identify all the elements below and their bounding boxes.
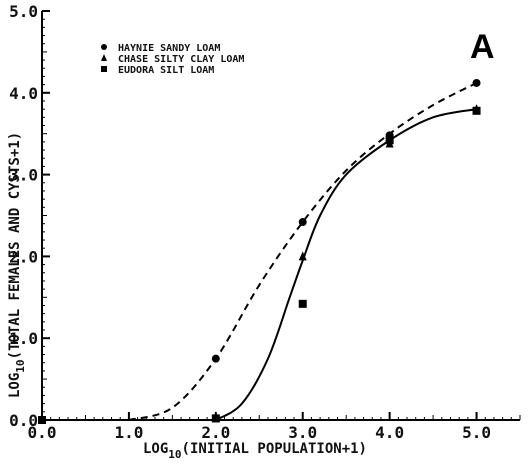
- y-axis-label-text: (TOTAL FEMALES AND CYSTS+1): [7, 132, 23, 360]
- y-tick-label: 4.0: [9, 84, 38, 103]
- data-points: [38, 78, 481, 424]
- x-tick-label: 5.0: [462, 423, 491, 442]
- y-tick-label: 1.0: [9, 329, 38, 348]
- x-tick-label: 2.0: [201, 423, 230, 442]
- solid-fit-curve: [215, 108, 477, 421]
- fitted-curves: [128, 82, 477, 421]
- panel-label: A: [470, 28, 495, 66]
- triangle-marker: [298, 251, 307, 261]
- tick-marks: [41, 10, 521, 421]
- x-tick-label: 1.0: [114, 423, 143, 442]
- square-marker: [101, 66, 107, 72]
- square-marker: [298, 299, 307, 308]
- y-tick-label: 0.0: [9, 411, 38, 430]
- legend-label: HAYNIE SANDY LOAM: [118, 43, 220, 54]
- circle-marker: [472, 78, 481, 87]
- x-axis-label-log: LOG: [143, 441, 168, 457]
- y-tick-label: 3.0: [9, 166, 38, 185]
- x-axis-label: LOG10(INITIAL POPULATION+1): [143, 441, 367, 461]
- x-tick-label: 3.0: [288, 423, 317, 442]
- y-tick-label: 2.0: [9, 247, 38, 266]
- square-marker: [472, 106, 481, 115]
- legend-label: EUDORA SILT LOAM: [118, 65, 214, 76]
- y-axis-label: LOG10(TOTAL FEMALES AND CYSTS+1): [7, 132, 27, 398]
- triangle-marker: [101, 54, 107, 61]
- square-marker: [211, 414, 220, 423]
- x-tick-label: 0.0: [28, 423, 57, 442]
- x-tick-label: 4.0: [375, 423, 404, 442]
- dashed-fit-curve: [128, 82, 477, 421]
- legend-label: CHASE SILTY CLAY LOAM: [118, 54, 244, 65]
- y-axis-label-log: LOG: [7, 373, 23, 398]
- circle-marker: [101, 44, 107, 50]
- axes: 0.0 1.0 2.0 3.0 4.0 5.0 0.0 1.0 2.0 3.0 4.0 5.0: [9, 2, 520, 442]
- square-marker: [385, 136, 394, 145]
- y-axis-label-subscript: 10: [14, 359, 27, 372]
- y-tick-label: 5.0: [9, 2, 38, 21]
- circle-marker: [298, 218, 307, 227]
- x-axis-label-text: (INITIAL POPULATION+1): [182, 441, 367, 457]
- x-axis-label-subscript: 10: [168, 448, 181, 461]
- circle-marker: [211, 354, 220, 363]
